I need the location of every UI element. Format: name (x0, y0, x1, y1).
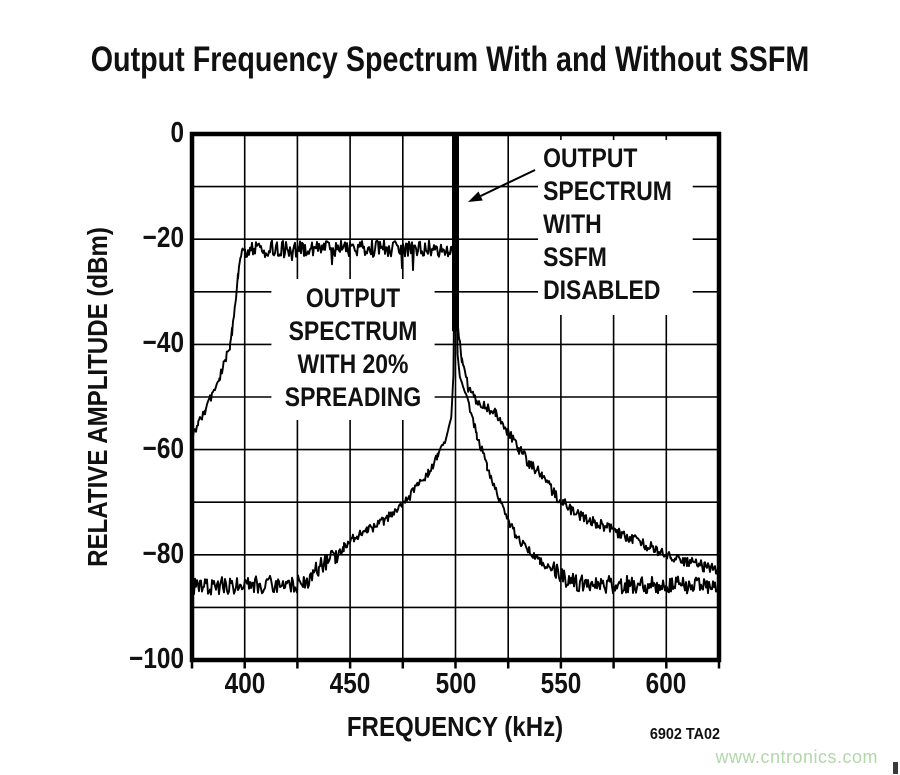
annotation-line: OUTPUT (543, 143, 638, 173)
annotation-line: OUTPUT (305, 283, 401, 313)
annotation-20pct-spreading: OUTPUT SPECTRUM WITH 20% SPREADING (271, 279, 435, 420)
annotation-line: WITH 20% (297, 349, 409, 379)
figure-number: 6902 TA02 (649, 726, 720, 743)
y-tick-label-60: −60 (142, 432, 184, 465)
y-tick-label-0: 0 (170, 117, 184, 149)
y-axis-title: RELATIVE AMPLITUDE (dBm) (82, 227, 113, 567)
watermark-text: www.cntronics.com (715, 747, 878, 767)
chart-title: Output Frequency Spectrum With and Witho… (90, 40, 810, 79)
y-tick-label-40: −40 (142, 327, 184, 360)
annotation-line: SPECTRUM (543, 176, 672, 206)
y-tick-label-20: −20 (142, 222, 184, 255)
annotation-line: SPREADING (284, 382, 422, 412)
x-tick-label-600: 600 (645, 668, 687, 700)
x-tick-label-400: 400 (224, 668, 266, 700)
y-tick-label-80: −80 (142, 537, 184, 570)
x-axis-title: FREQUENCY (kHz) (346, 711, 564, 742)
annotation-line: DISABLED (543, 275, 661, 305)
x-tick-label-500: 500 (435, 668, 476, 700)
y-tick-label-100: −100 (129, 643, 184, 675)
x-tick-label-450: 450 (329, 668, 371, 700)
annotation-ssfm-disabled: OUTPUT SPECTRUM WITH SSFM DISABLED (538, 140, 693, 315)
corner-artifact (893, 762, 898, 774)
annotation-line: WITH SSFM (543, 209, 607, 272)
x-tick-label-550: 550 (540, 668, 582, 700)
annotation-line: SPECTRUM (288, 316, 418, 346)
